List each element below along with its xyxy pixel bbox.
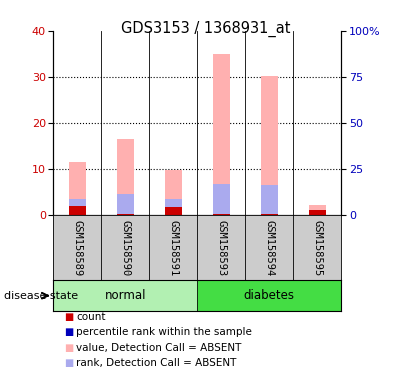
Text: rank, Detection Call = ABSENT: rank, Detection Call = ABSENT xyxy=(76,358,236,368)
Bar xyxy=(261,185,277,215)
Text: GSM158591: GSM158591 xyxy=(169,220,178,276)
Bar xyxy=(69,162,86,215)
Text: count: count xyxy=(76,312,106,322)
Text: value, Detection Call = ABSENT: value, Detection Call = ABSENT xyxy=(76,343,241,353)
Text: GSM158590: GSM158590 xyxy=(120,220,130,276)
Bar xyxy=(213,214,230,215)
Text: percentile rank within the sample: percentile rank within the sample xyxy=(76,327,252,337)
Bar xyxy=(53,280,197,311)
Bar xyxy=(309,205,326,215)
Text: diabetes: diabetes xyxy=(244,289,295,302)
Bar xyxy=(197,280,341,311)
Text: ■: ■ xyxy=(64,312,73,322)
Bar xyxy=(165,199,182,215)
Text: ■: ■ xyxy=(64,343,73,353)
Bar xyxy=(309,210,326,215)
Bar xyxy=(69,206,86,215)
Bar xyxy=(261,76,277,215)
Text: disease state: disease state xyxy=(4,291,78,301)
Bar xyxy=(261,214,277,215)
Text: GSM158595: GSM158595 xyxy=(312,220,322,276)
Bar xyxy=(117,194,134,215)
Bar xyxy=(117,139,134,215)
Text: ■: ■ xyxy=(64,358,73,368)
Text: GSM158594: GSM158594 xyxy=(264,220,274,276)
Bar xyxy=(165,170,182,215)
Bar xyxy=(117,214,134,215)
Text: GSM158589: GSM158589 xyxy=(72,220,82,276)
Text: GDS3153 / 1368931_at: GDS3153 / 1368931_at xyxy=(121,21,290,37)
Bar xyxy=(213,54,230,215)
Bar xyxy=(69,199,86,215)
Bar xyxy=(309,213,326,215)
Text: ■: ■ xyxy=(64,327,73,337)
Text: normal: normal xyxy=(105,289,146,302)
Bar xyxy=(213,184,230,215)
Bar xyxy=(165,207,182,215)
Text: GSM158593: GSM158593 xyxy=(216,220,226,276)
